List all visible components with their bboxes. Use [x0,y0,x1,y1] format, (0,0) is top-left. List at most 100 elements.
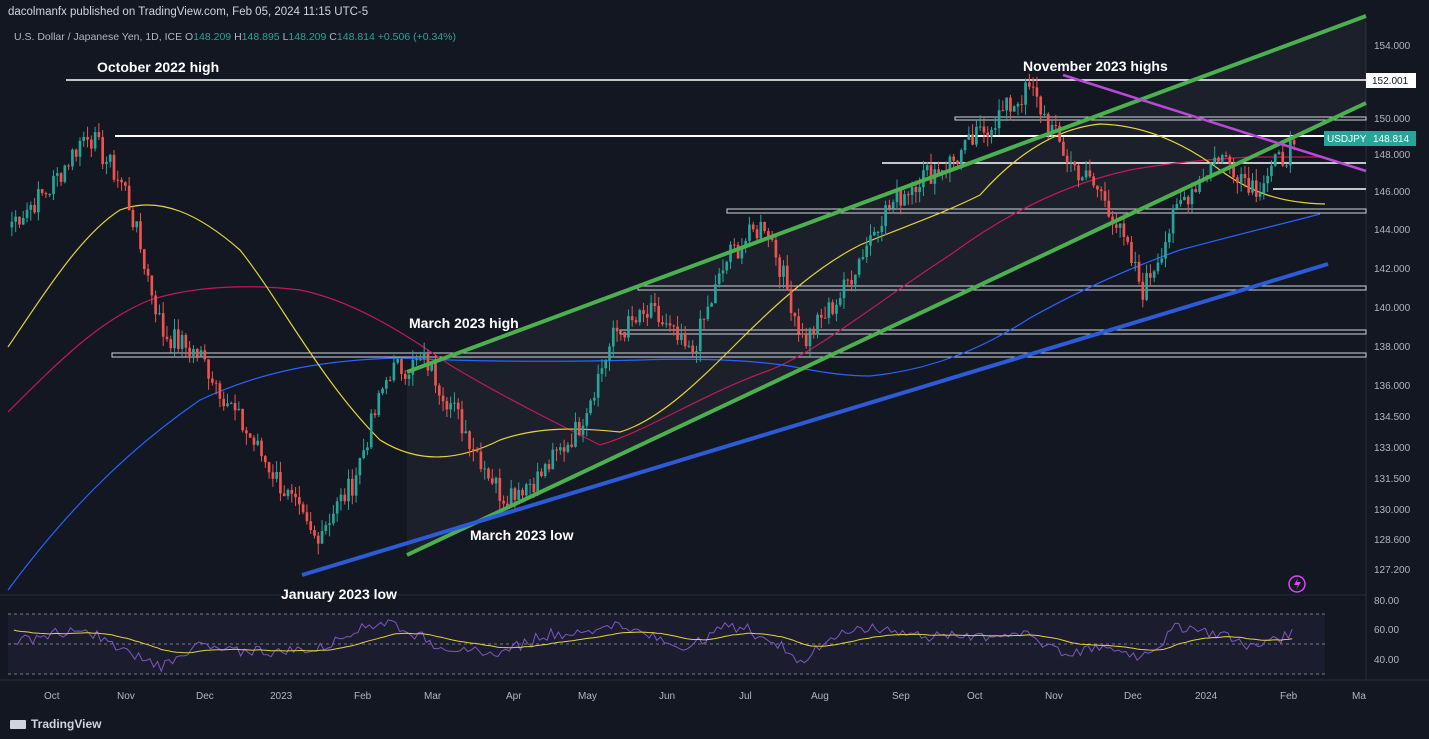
candle-body [192,348,195,356]
x-tick-5: Mar [424,691,442,702]
candle-body [1247,177,1251,193]
candle-body [59,173,63,182]
y-tick-9: 136.000 [1374,381,1411,392]
tradingview-logo[interactable]: TradingView [10,717,101,731]
price-chart[interactable]: October 2022 high November 2023 highs Ma… [0,0,1429,710]
candle-body [294,493,297,498]
candle-body [861,257,865,259]
candle-body [903,194,906,206]
candle-body [1213,157,1217,164]
candle-body [358,458,362,476]
candle-body [959,150,963,164]
candle-body [1258,193,1262,197]
candle-body [895,189,899,203]
candle-body [124,182,127,186]
candle-body [388,380,392,382]
candle-body [1084,170,1088,178]
candle-body [1243,174,1247,178]
candle-body [52,175,55,195]
candle-body [362,450,365,459]
candle-body [229,403,233,405]
candle-body [593,397,596,401]
candle-body [381,388,384,394]
candle-body [634,320,638,323]
candle-body [279,472,282,494]
candle-body [1262,183,1266,194]
time-axis-ticks: Oct Nov Dec 2023 Feb Mar Apr May Jun Jul… [44,691,1366,702]
candle-body [687,345,691,347]
last-price-box [1368,131,1416,146]
candle-body [774,240,778,258]
candle-body [335,501,339,514]
candle-body [1020,103,1024,105]
candle-body [793,312,797,317]
candle-body [1080,177,1084,181]
y-tick-2: 150.000 [1374,114,1411,125]
candle-body [517,489,521,500]
candle-body [536,471,539,493]
symbol-tag-box [1324,131,1368,146]
candle-body [150,275,154,296]
candle-body [233,403,237,411]
candle-body [736,245,740,259]
candle-body [1239,174,1243,183]
candle-body [1251,180,1254,193]
candle-body [1031,86,1035,88]
candle-body [918,187,921,193]
candle-body [619,331,623,333]
candle-body [1194,189,1198,192]
candle-body [460,409,464,434]
candle-body [214,382,218,384]
candle-body [195,348,199,357]
candle-body [173,329,176,349]
candle-body [759,221,763,239]
candle-body [25,209,29,219]
candle-body [751,224,755,230]
tradingview-brand: TradingView [31,717,102,731]
ma-200-line [7,213,1321,591]
candle-body [763,221,766,232]
candle-body [929,165,933,184]
candle-body [1167,233,1171,243]
candle-body [1118,223,1122,228]
channel-lower-line [406,101,1367,557]
candle-body [1254,180,1258,197]
zone-150 [954,116,1367,121]
symbol-description: U.S. Dollar / Japanese Yen, 1D, ICE [14,31,183,43]
zone-137-7 [111,352,1367,358]
candle-body [698,318,702,352]
candle-body [997,110,1001,129]
candle-body [453,402,456,404]
candle-body [1273,154,1277,166]
candle-body [33,204,36,213]
candle-body [1198,179,1201,192]
candle-body [804,333,808,347]
candle-body [434,362,437,386]
candle-body [1088,170,1092,177]
candle-body [256,440,260,445]
candle-body [430,362,434,371]
lightning-icon[interactable] [1288,575,1306,593]
candle-body [880,225,884,232]
candle-body [267,462,271,473]
x-tick-16: Feb [1280,691,1298,702]
candle-body [755,229,759,239]
rsi-tick-40: 40.00 [1374,655,1399,666]
candle-body [963,139,967,151]
candle-body [577,421,581,435]
candle-body [1005,97,1008,111]
candle-body [1281,152,1285,166]
candle-body [320,531,324,544]
x-tick-3: 2023 [270,691,293,702]
candle-body [29,204,33,210]
candle-body [615,327,619,332]
candle-body [646,313,649,318]
candle-body [271,472,275,479]
ohlc-legend: U.S. Dollar / Japanese Yen, 1D, ICE O148… [14,31,456,43]
candle-body [203,350,207,360]
candle-body [1186,196,1190,205]
candle-body [816,314,819,335]
candle-body [630,316,634,321]
candle-body [1039,96,1043,115]
